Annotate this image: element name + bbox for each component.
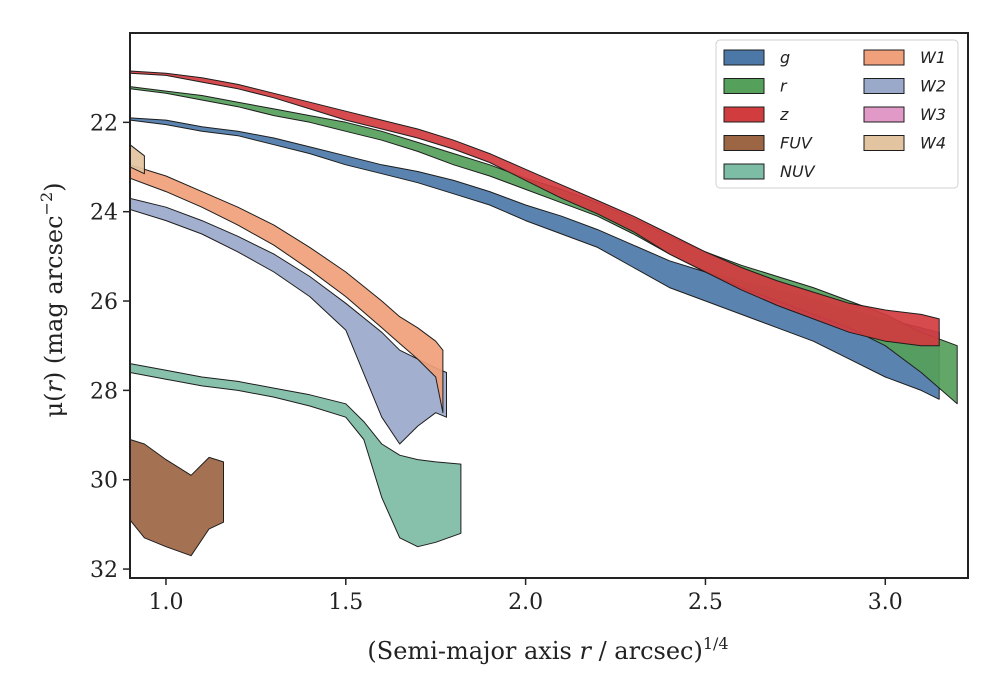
x-tick-label: 3.0	[868, 590, 903, 615]
band-g	[130, 117, 940, 400]
legend-swatch-w2	[863, 78, 905, 94]
y-tick-label: 24	[90, 201, 118, 226]
legend-swatch-fuv	[723, 135, 765, 151]
legend-swatch-r	[723, 78, 765, 94]
band-fuv	[130, 439, 224, 557]
series-layer	[130, 70, 958, 557]
x-tick-label: 1.0	[148, 590, 183, 615]
x-tick-label: 2.5	[688, 590, 723, 615]
band-w1	[130, 164, 444, 414]
legend-label-w3: W3	[920, 105, 946, 124]
band-w4	[130, 144, 145, 175]
legend-swatch-g	[723, 49, 765, 66]
axes: 1.0 1.5 2.0 2.5 3.0 22 24 26 28 30 32	[90, 32, 969, 615]
x-tick-label: 2.0	[508, 590, 543, 615]
legend-label-z: z	[779, 105, 789, 124]
y-tick-label: 26	[90, 290, 118, 315]
legend-label-g: g	[780, 48, 790, 67]
band-nuv	[130, 363, 462, 548]
band-z	[130, 70, 940, 347]
legend-label-w4: W4	[920, 134, 946, 153]
legend-label-nuv: NUV	[780, 162, 816, 181]
series-bands	[130, 70, 958, 557]
legend: grz FUV NUV W1 W2 W3 W4	[715, 39, 959, 189]
y-tick-label: 22	[90, 111, 118, 136]
legend-label-fuv: FUV	[780, 134, 813, 153]
y-tick-label: 32	[90, 558, 118, 583]
legend-swatch-nuv	[723, 163, 765, 180]
band-r	[130, 86, 958, 405]
x-tick-label: 1.5	[328, 590, 363, 615]
y-tick-label: 28	[90, 379, 118, 404]
plot-frame	[129, 32, 969, 579]
legend-swatch-w1	[863, 49, 905, 66]
legend-label-r: r	[780, 77, 788, 96]
x-axis-label: (Semi-major axis r / arcsec)1/4	[367, 634, 728, 665]
y-axis-label: μ(r) (mag arcsec−2)	[37, 182, 68, 417]
legend-label-w1: W1	[920, 48, 946, 67]
band-w2	[130, 197, 447, 445]
legend-swatch-w4	[863, 135, 905, 151]
y-tick-label: 30	[90, 469, 118, 494]
legend-swatch-z	[723, 106, 765, 123]
legend-label-w2: W2	[920, 77, 946, 96]
legend-swatch-w3	[863, 106, 905, 123]
